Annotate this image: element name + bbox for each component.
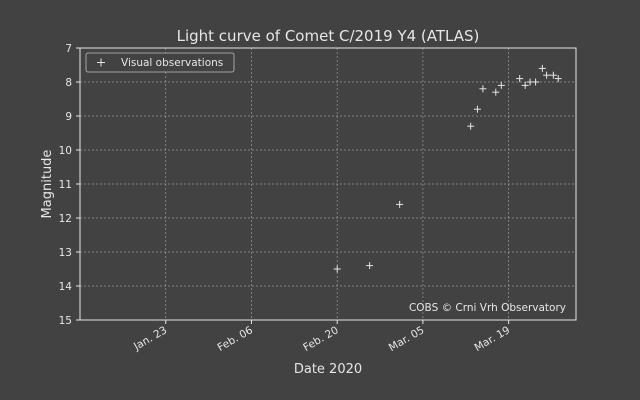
data-point xyxy=(549,71,557,79)
chart-title: Light curve of Comet C/2019 Y4 (ATLAS) xyxy=(177,27,480,45)
x-tick-label: Feb. 20 xyxy=(301,324,340,354)
y-tick-label: 8 xyxy=(65,77,72,89)
x-tick-label: Mar. 05 xyxy=(387,324,427,354)
grid-layer xyxy=(80,48,576,320)
data-point xyxy=(521,81,529,89)
y-tick-label: 14 xyxy=(59,281,73,293)
data-point xyxy=(543,71,551,79)
data-point xyxy=(366,262,374,270)
y-tick-label: 11 xyxy=(59,179,72,191)
data-point xyxy=(479,85,487,93)
y-tick-label: 9 xyxy=(65,111,72,123)
y-tick-label: 7 xyxy=(65,43,72,55)
data-point xyxy=(516,75,524,83)
data-point xyxy=(554,75,562,83)
data-point xyxy=(532,78,540,86)
y-tick-label: 12 xyxy=(59,213,72,225)
data-point xyxy=(538,64,546,72)
copyright-annotation: COBS © Crni Vrh Observatory xyxy=(409,302,566,314)
data-point xyxy=(492,88,500,96)
y-tick-label: 15 xyxy=(59,315,72,327)
legend-plus-marker xyxy=(97,58,105,67)
x-axis-label: Date 2020 xyxy=(294,362,362,377)
data-point xyxy=(473,105,481,113)
x-tick-label: Feb. 06 xyxy=(215,324,255,354)
data-points xyxy=(333,64,562,273)
data-point xyxy=(467,122,475,130)
x-tick-label: Mar. 19 xyxy=(472,324,512,354)
legend-label: Visual observations xyxy=(121,57,223,69)
y-axis-label: Magnitude xyxy=(40,150,55,219)
legend-box xyxy=(85,52,235,73)
y-tick-label: 13 xyxy=(59,247,72,259)
data-point xyxy=(497,81,505,89)
x-tick-label: Jan. 23 xyxy=(131,324,169,353)
data-point xyxy=(396,200,404,208)
legend: Visual observations xyxy=(85,52,235,73)
y-tick-label: 10 xyxy=(59,145,72,157)
data-point xyxy=(333,265,341,273)
